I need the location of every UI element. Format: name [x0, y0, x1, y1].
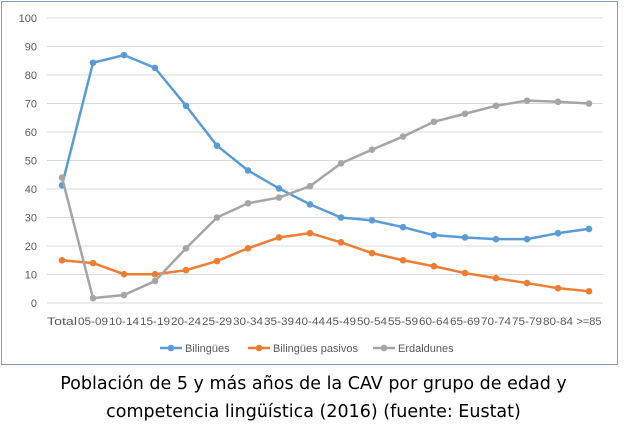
data-point — [492, 102, 500, 110]
data-point — [585, 100, 593, 107]
data-point — [337, 238, 345, 246]
legend-label: Bilingües pasivos — [273, 343, 358, 355]
data-point — [89, 259, 97, 267]
data-point — [399, 223, 407, 231]
data-point — [337, 160, 345, 167]
data-point — [337, 214, 345, 221]
caption-line-2: competencia lingüística (2016) (fuente: … — [106, 402, 521, 422]
x-tick-label: 65-69 — [450, 316, 480, 328]
data-point — [523, 235, 531, 243]
data-point — [368, 146, 376, 153]
series-line-0 — [60, 53, 590, 241]
data-point — [120, 270, 128, 278]
data-point — [213, 257, 221, 265]
data-point — [120, 291, 128, 299]
data-point — [213, 214, 221, 221]
line-chart: 0 10 20 30 40 50 60 70 80 90 100 Total 05-09 10-14 15-… — [19, 13, 603, 355]
data-point — [523, 279, 531, 287]
data-point — [554, 98, 562, 106]
data-point — [244, 244, 252, 252]
series-line-1 — [61, 231, 590, 293]
data-point — [151, 277, 159, 285]
data-point — [306, 229, 314, 237]
data-point — [368, 217, 376, 224]
x-tick-label: 25-29 — [202, 316, 232, 328]
data-point — [182, 266, 190, 274]
data-point — [58, 256, 66, 264]
y-tick-label: 60 — [25, 127, 37, 139]
data-point — [430, 118, 438, 126]
x-tick-label: 55-59 — [388, 316, 418, 328]
x-tick-label: 40-44 — [295, 316, 325, 328]
data-point — [492, 235, 500, 243]
y-tick-label: 90 — [25, 42, 37, 54]
data-point — [213, 142, 221, 149]
x-tick-label: Total — [47, 316, 77, 328]
data-point — [275, 194, 283, 201]
data-point — [306, 182, 314, 190]
x-tick-label: 30-34 — [233, 316, 263, 328]
x-tick-label: 50-54 — [357, 316, 387, 328]
data-point — [275, 234, 283, 241]
y-tick-label: 20 — [25, 241, 37, 253]
x-tick-label: 70-74 — [481, 316, 511, 328]
data-point — [554, 284, 562, 292]
y-tick-label: 0 — [31, 298, 37, 310]
data-point — [244, 199, 252, 207]
x-tick-label: 05-09 — [78, 316, 108, 328]
x-tick-label: 15-19 — [140, 316, 170, 328]
data-point — [275, 185, 283, 192]
data-point — [399, 256, 407, 264]
y-tick-label: 100 — [19, 13, 37, 25]
y-tick-label: 70 — [25, 99, 37, 111]
x-tick-label: >=85 — [576, 316, 601, 328]
x-tick-label: 35-39 — [264, 316, 294, 328]
data-point — [151, 270, 159, 278]
data-point — [461, 110, 469, 118]
caption-line-1: Población de 5 y más años de la CAV por … — [60, 374, 567, 394]
data-point — [585, 288, 593, 295]
x-tick-label: 45-49 — [326, 316, 356, 328]
x-tick-label: 20-24 — [171, 316, 201, 328]
data-point — [430, 262, 438, 270]
chart-frame — [1, 1, 618, 365]
data-point — [368, 249, 376, 257]
legend-marker — [380, 344, 388, 352]
data-point — [89, 294, 97, 302]
data-point — [554, 229, 562, 237]
chart-caption: Población de 5 y más años de la CAV por … — [0, 370, 627, 426]
series-line-2 — [60, 99, 590, 300]
data-point — [182, 102, 190, 110]
x-tick-label: 80-84 — [543, 316, 573, 328]
data-point — [461, 269, 469, 277]
legend-label: Bilingües — [185, 343, 230, 355]
data-point — [523, 97, 531, 104]
y-tick-label: 30 — [25, 213, 37, 225]
data-point — [89, 59, 97, 67]
data-point — [461, 234, 469, 241]
data-point — [182, 244, 190, 252]
data-point — [430, 231, 438, 239]
legend-marker — [167, 344, 175, 352]
data-point — [306, 201, 314, 208]
data-point — [120, 51, 128, 59]
x-tick-label: 75-79 — [512, 316, 542, 328]
x-tick-label: 60-64 — [419, 316, 449, 328]
y-tick-label: 40 — [25, 184, 37, 196]
legend-marker — [255, 344, 263, 352]
y-tick-label: 80 — [25, 70, 37, 82]
data-point — [585, 225, 593, 233]
y-tick-label: 10 — [25, 270, 37, 282]
data-point — [58, 174, 66, 181]
data-point — [151, 64, 159, 72]
y-tick-label: 50 — [25, 156, 37, 168]
x-tick-label: 10-14 — [109, 316, 139, 328]
data-point — [492, 274, 500, 282]
data-point — [399, 133, 407, 140]
legend-label: Erdaldunes — [398, 343, 454, 355]
data-point — [244, 167, 252, 174]
